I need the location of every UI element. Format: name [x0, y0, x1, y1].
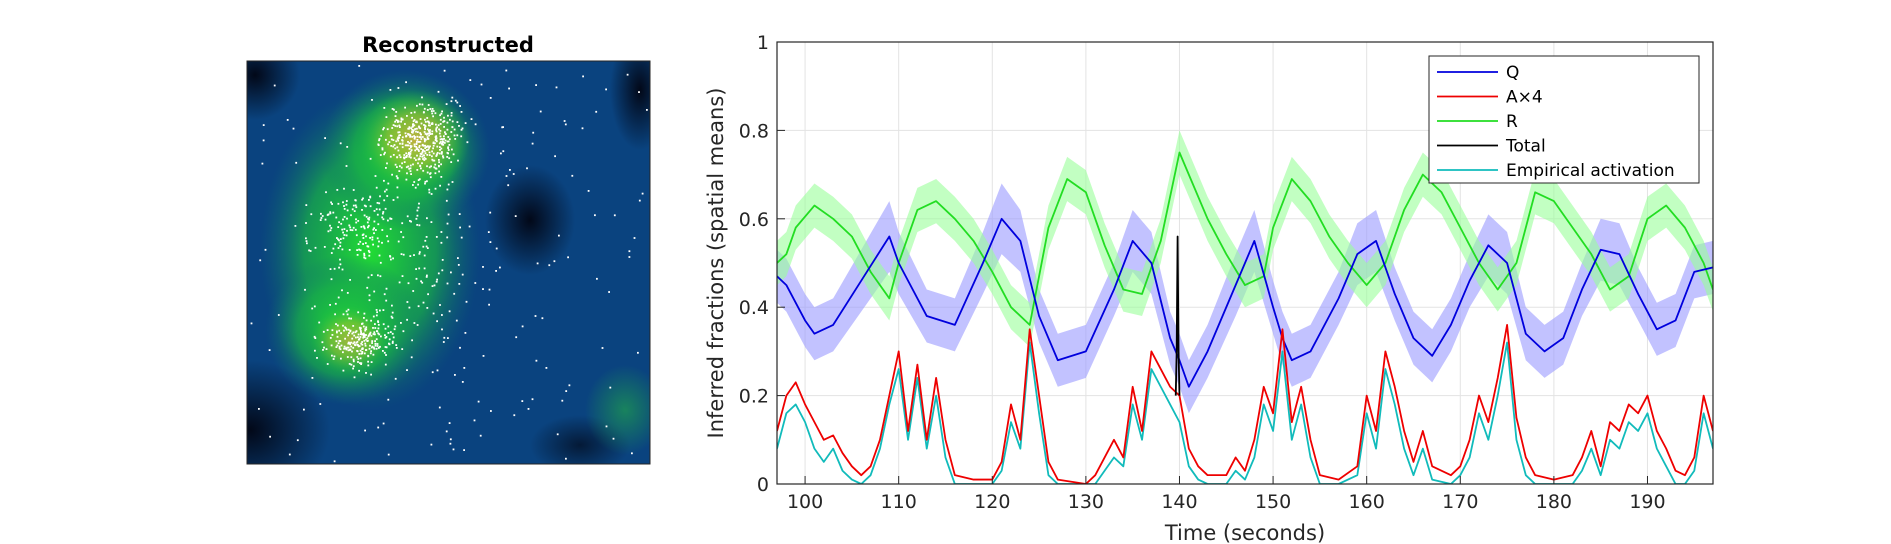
y-tick-label: 0.4	[739, 297, 769, 319]
series-line-total	[1174, 235, 1181, 396]
x-tick-label: 100	[787, 491, 823, 513]
legend-label: Total	[1505, 137, 1546, 157]
left-panel-title: Reconstructed	[362, 33, 534, 57]
y-axis-label: Inferred fractions (spatial means)	[704, 88, 728, 439]
x-tick-label: 160	[1349, 491, 1385, 513]
plot-frame	[776, 41, 1714, 485]
x-tick-label: 130	[1068, 491, 1104, 513]
x-tick-label: 120	[974, 491, 1010, 513]
series-line-q	[777, 217, 1713, 388]
x-tick-label: 180	[1536, 491, 1572, 513]
image-frame	[246, 60, 651, 465]
series-band-r	[777, 130, 1713, 347]
legend-label: Q	[1506, 63, 1519, 83]
x-tick-label: 110	[881, 491, 917, 513]
x-tick-label: 190	[1629, 491, 1665, 513]
y-tick-label: 0.6	[739, 209, 769, 231]
x-axis-label: Time (seconds)	[1164, 521, 1325, 544]
y-tick-label: 1	[757, 32, 769, 54]
series-line-empirical-activation	[777, 341, 1713, 484]
x-tick-label: 140	[1161, 491, 1197, 513]
y-tick-label: 0.8	[739, 120, 769, 142]
line-chart: 100 110 120 130 140 150 160 170 180 190 0 0.2 0.4 0.6…	[704, 32, 1714, 544]
y-tick-label: 0	[757, 474, 769, 496]
y-tick-label: 0.2	[739, 386, 769, 408]
legend-label: R	[1506, 112, 1518, 132]
legend-label: Empirical activation	[1506, 161, 1675, 181]
reconstructed-image	[247, 61, 650, 464]
series-line-r	[777, 151, 1713, 326]
legend: Q A×4 R Total Empirical activation	[1428, 55, 1700, 184]
event-dots	[250, 65, 648, 463]
x-tick-label: 150	[1255, 491, 1291, 513]
series-line-a-4	[777, 323, 1713, 484]
x-tick-label: 170	[1442, 491, 1478, 513]
legend-label: A×4	[1506, 88, 1543, 108]
legend-box	[1428, 55, 1700, 184]
